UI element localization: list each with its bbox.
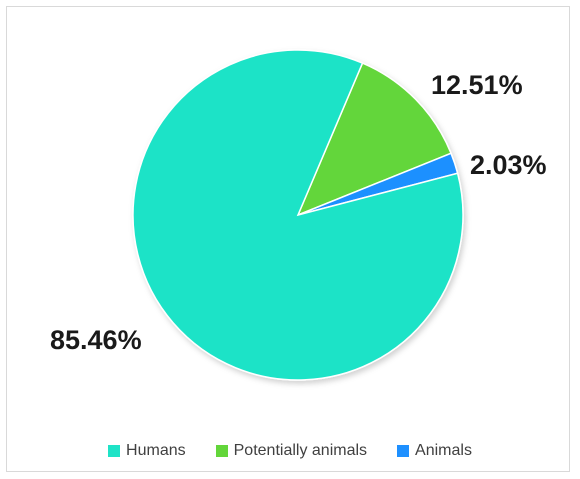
data-label-animals: 2.03%	[470, 150, 547, 180]
pie-slice-potentially-animals	[296, 62, 453, 217]
legend-item-humans: Humans	[108, 442, 186, 460]
legend-swatch-potentially-animals	[215, 445, 228, 457]
pie-slice-humans	[132, 49, 464, 381]
legend-label-humans: Humans	[126, 442, 186, 459]
data-label-potentially-animals: 12.51%	[431, 70, 523, 100]
legend: Humans Potentially animals Animals	[0, 442, 580, 460]
legend-item-potentially-animals: Potentially animals	[215, 442, 368, 460]
legend-label-potentially-animals: Potentially animals	[233, 442, 368, 459]
legend-swatch-animals	[397, 445, 410, 457]
legend-swatch-humans	[108, 445, 121, 457]
legend-label-animals: Animals	[415, 442, 472, 459]
data-label-humans: 85.46%	[50, 325, 142, 355]
legend-item-animals: Animals	[397, 442, 472, 460]
